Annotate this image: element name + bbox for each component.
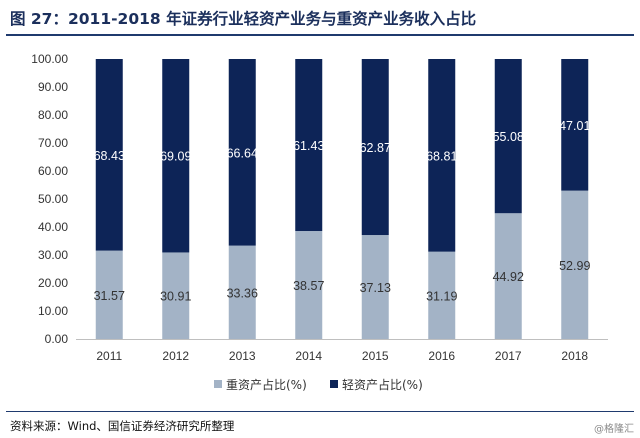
x-tick-label: 2015	[362, 349, 389, 363]
bar-segment-heavy	[561, 190, 589, 339]
legend: 重资产占比(%) 轻资产占比(%)	[0, 376, 640, 394]
y-tick-label: 80.00	[38, 108, 68, 122]
data-label-heavy: 33.36	[227, 286, 258, 300]
bar-segment-heavy	[361, 235, 389, 339]
bar-segment-heavy	[228, 245, 256, 339]
bar-segment-light	[228, 59, 256, 246]
x-tick-label: 2012	[162, 349, 189, 363]
bar-segment-heavy	[95, 250, 123, 339]
bar-segment-light	[494, 59, 522, 214]
y-tick-label: 0.00	[45, 332, 69, 346]
stacked-bar-chart: 0.00 10.00 20.00 30.00 40.00 50.00 60.00 70.00 8…	[31, 52, 608, 363]
bar-segment-heavy	[162, 252, 190, 339]
legend-label-light: 轻资产占比(%)	[342, 378, 423, 392]
data-label-light: 66.64	[227, 146, 258, 160]
y-tick-label: 50.00	[38, 192, 68, 206]
data-label-heavy: 37.13	[360, 281, 391, 295]
bar-segment-light	[361, 59, 389, 236]
data-label-heavy: 38.57	[293, 279, 324, 293]
legend-label-heavy: 重资产占比(%)	[226, 378, 307, 392]
x-tick-label: 2014	[295, 349, 322, 363]
bar-segment-heavy	[494, 213, 522, 339]
data-label-heavy: 44.92	[493, 270, 524, 284]
x-tick-label: 2013	[229, 349, 256, 363]
bar-segment-light	[295, 59, 323, 232]
y-tick-label: 90.00	[38, 80, 68, 94]
title-bar: 图 27：2011-2018 年证券行业轻资产业务与重资产业务收入占比	[6, 0, 634, 36]
bar-segment-heavy	[428, 251, 456, 339]
y-tick-label: 10.00	[38, 304, 68, 318]
bar-segment-light	[561, 59, 589, 191]
data-label-heavy: 30.91	[160, 290, 191, 304]
data-label-heavy: 31.19	[426, 289, 457, 303]
data-label-light: 62.87	[360, 141, 391, 155]
y-tick-label: 100.00	[31, 52, 68, 66]
data-label-heavy: 31.57	[94, 289, 125, 303]
y-tick-label: 60.00	[38, 164, 68, 178]
data-label-light: 68.81	[426, 149, 457, 163]
y-tick-label: 70.00	[38, 136, 68, 150]
data-label-heavy: 52.99	[559, 259, 590, 273]
data-label-light: 69.09	[160, 150, 191, 164]
y-tick-label: 30.00	[38, 248, 68, 262]
footer-divider	[6, 411, 634, 412]
x-tick-label: 2016	[428, 349, 455, 363]
data-label-light: 47.01	[559, 119, 590, 133]
y-tick-label: 20.00	[38, 276, 68, 290]
data-label-light: 55.08	[493, 130, 524, 144]
x-tick-label: 2018	[561, 349, 588, 363]
x-tick-label: 2011	[96, 349, 122, 363]
x-tick-label: 2017	[495, 349, 522, 363]
data-label-light: 61.43	[293, 139, 324, 153]
bar-segment-heavy	[295, 231, 323, 339]
data-label-light: 68.43	[94, 149, 125, 163]
y-tick-label: 40.00	[38, 220, 68, 234]
bar-segment-light	[428, 59, 456, 252]
legend-swatch-light	[330, 380, 338, 388]
source-note: 资料来源：Wind、国信证券经济研究所整理	[10, 419, 235, 433]
watermark: @格隆汇	[594, 424, 634, 435]
bar-segment-light	[162, 59, 190, 253]
legend-swatch-heavy	[214, 380, 222, 388]
chart-title: 图 27：2011-2018 年证券行业轻资产业务与重资产业务收入占比	[10, 10, 477, 28]
bar-segment-light	[95, 59, 123, 251]
